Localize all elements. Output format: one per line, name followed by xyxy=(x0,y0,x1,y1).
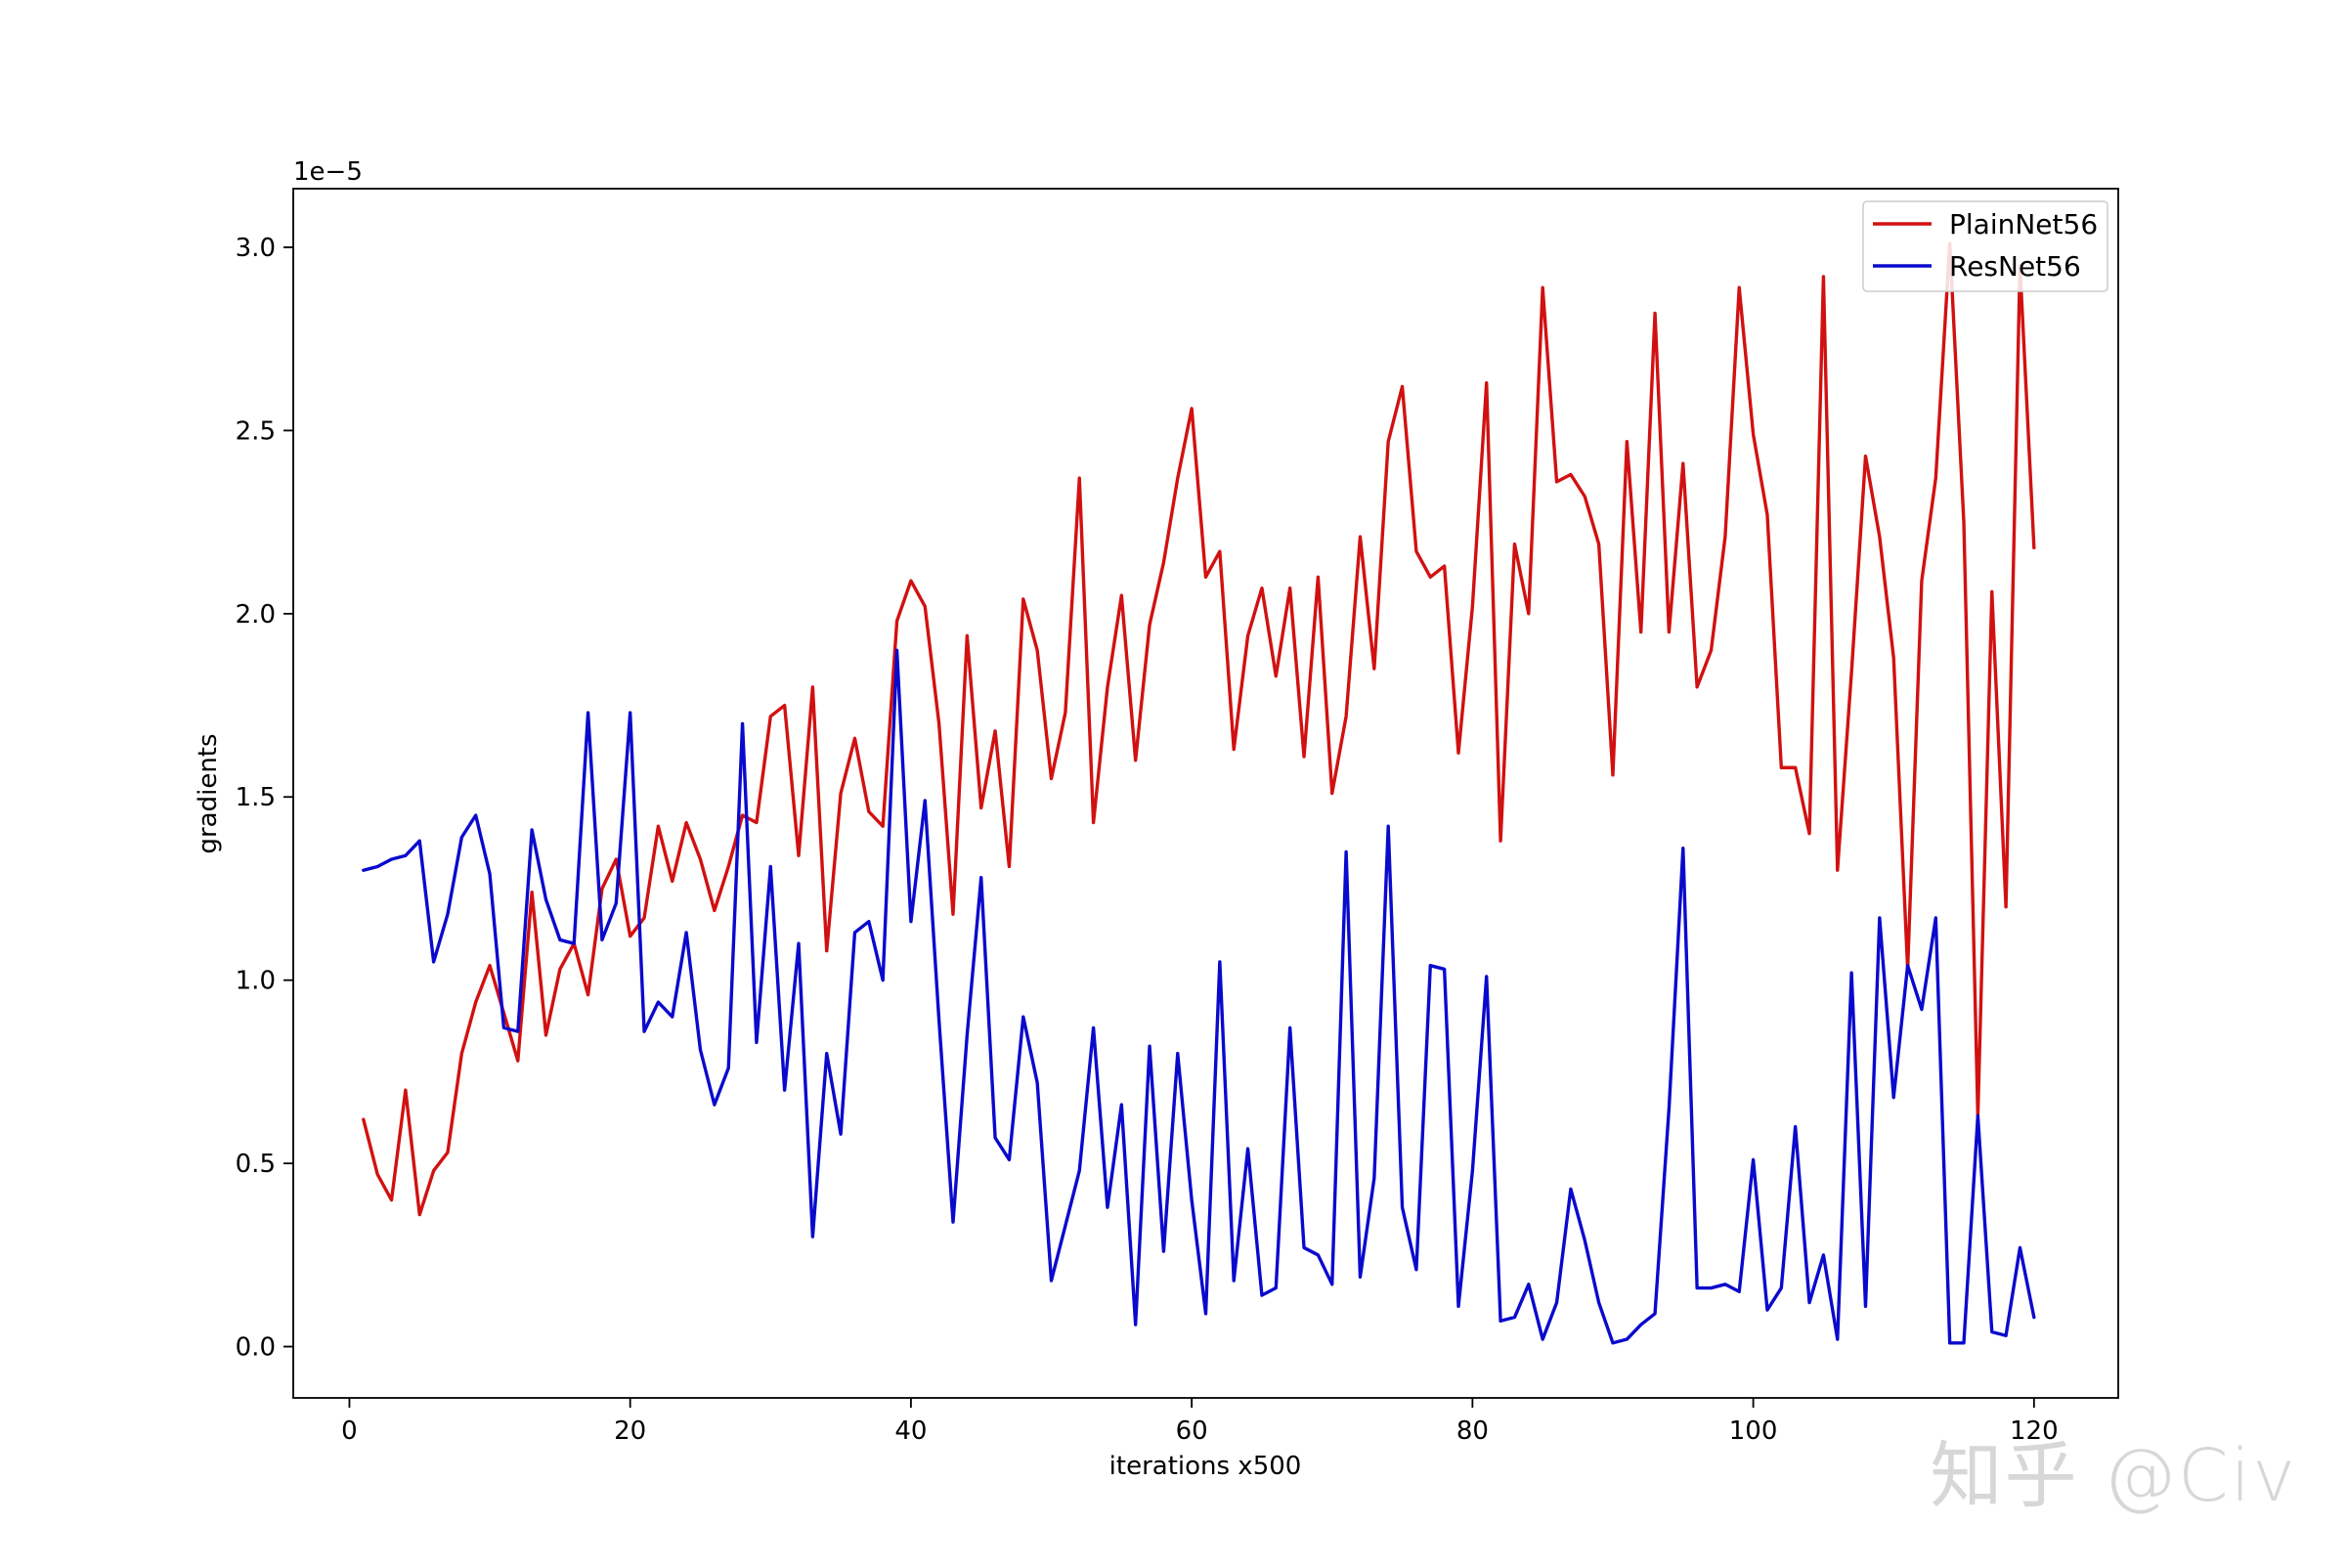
legend-label-plainnet56: PlainNet56 xyxy=(1949,208,2098,240)
y-tick-label: 3.0 xyxy=(236,234,276,263)
legend-label-resnet56: ResNet56 xyxy=(1949,250,2081,283)
y-tick-label: 1.0 xyxy=(236,967,276,996)
y-axis-offset-text: 1e−5 xyxy=(293,157,363,187)
legend: PlainNet56 ResNet56 xyxy=(1862,200,2108,292)
x-tick-label: 80 xyxy=(1456,1416,1489,1446)
series-line-resnet56 xyxy=(362,648,2036,1345)
x-tick-label: 40 xyxy=(894,1416,927,1446)
y-tick-label: 1.5 xyxy=(236,783,276,812)
y-axis-label: gradients xyxy=(194,733,223,853)
series-lines xyxy=(362,241,2036,1345)
x-axis-label: iterations x500 xyxy=(1109,1452,1302,1481)
series-line-plainnet56 xyxy=(362,241,2036,1217)
x-axis-ticks: 0 20 40 60 80 100 120 xyxy=(341,1398,2059,1446)
y-tick-label: 2.5 xyxy=(236,416,276,446)
y-tick-label: 2.0 xyxy=(236,600,276,630)
x-tick-label: 60 xyxy=(1176,1416,1208,1446)
x-tick-label: 20 xyxy=(614,1416,646,1446)
plot-area-frame xyxy=(292,188,2119,1399)
y-axis-ticks: 0.0 0.5 1.0 1.5 2.0 2.5 3.0 xyxy=(236,234,293,1363)
x-tick-label: 120 xyxy=(2010,1416,2059,1446)
x-tick-label: 0 xyxy=(341,1416,358,1446)
y-tick-label: 0.5 xyxy=(236,1150,276,1179)
x-tick-label: 100 xyxy=(1729,1416,1778,1446)
y-tick-label: 0.0 xyxy=(236,1333,276,1363)
watermark: 知乎 @Civ xyxy=(1930,1434,2297,1518)
